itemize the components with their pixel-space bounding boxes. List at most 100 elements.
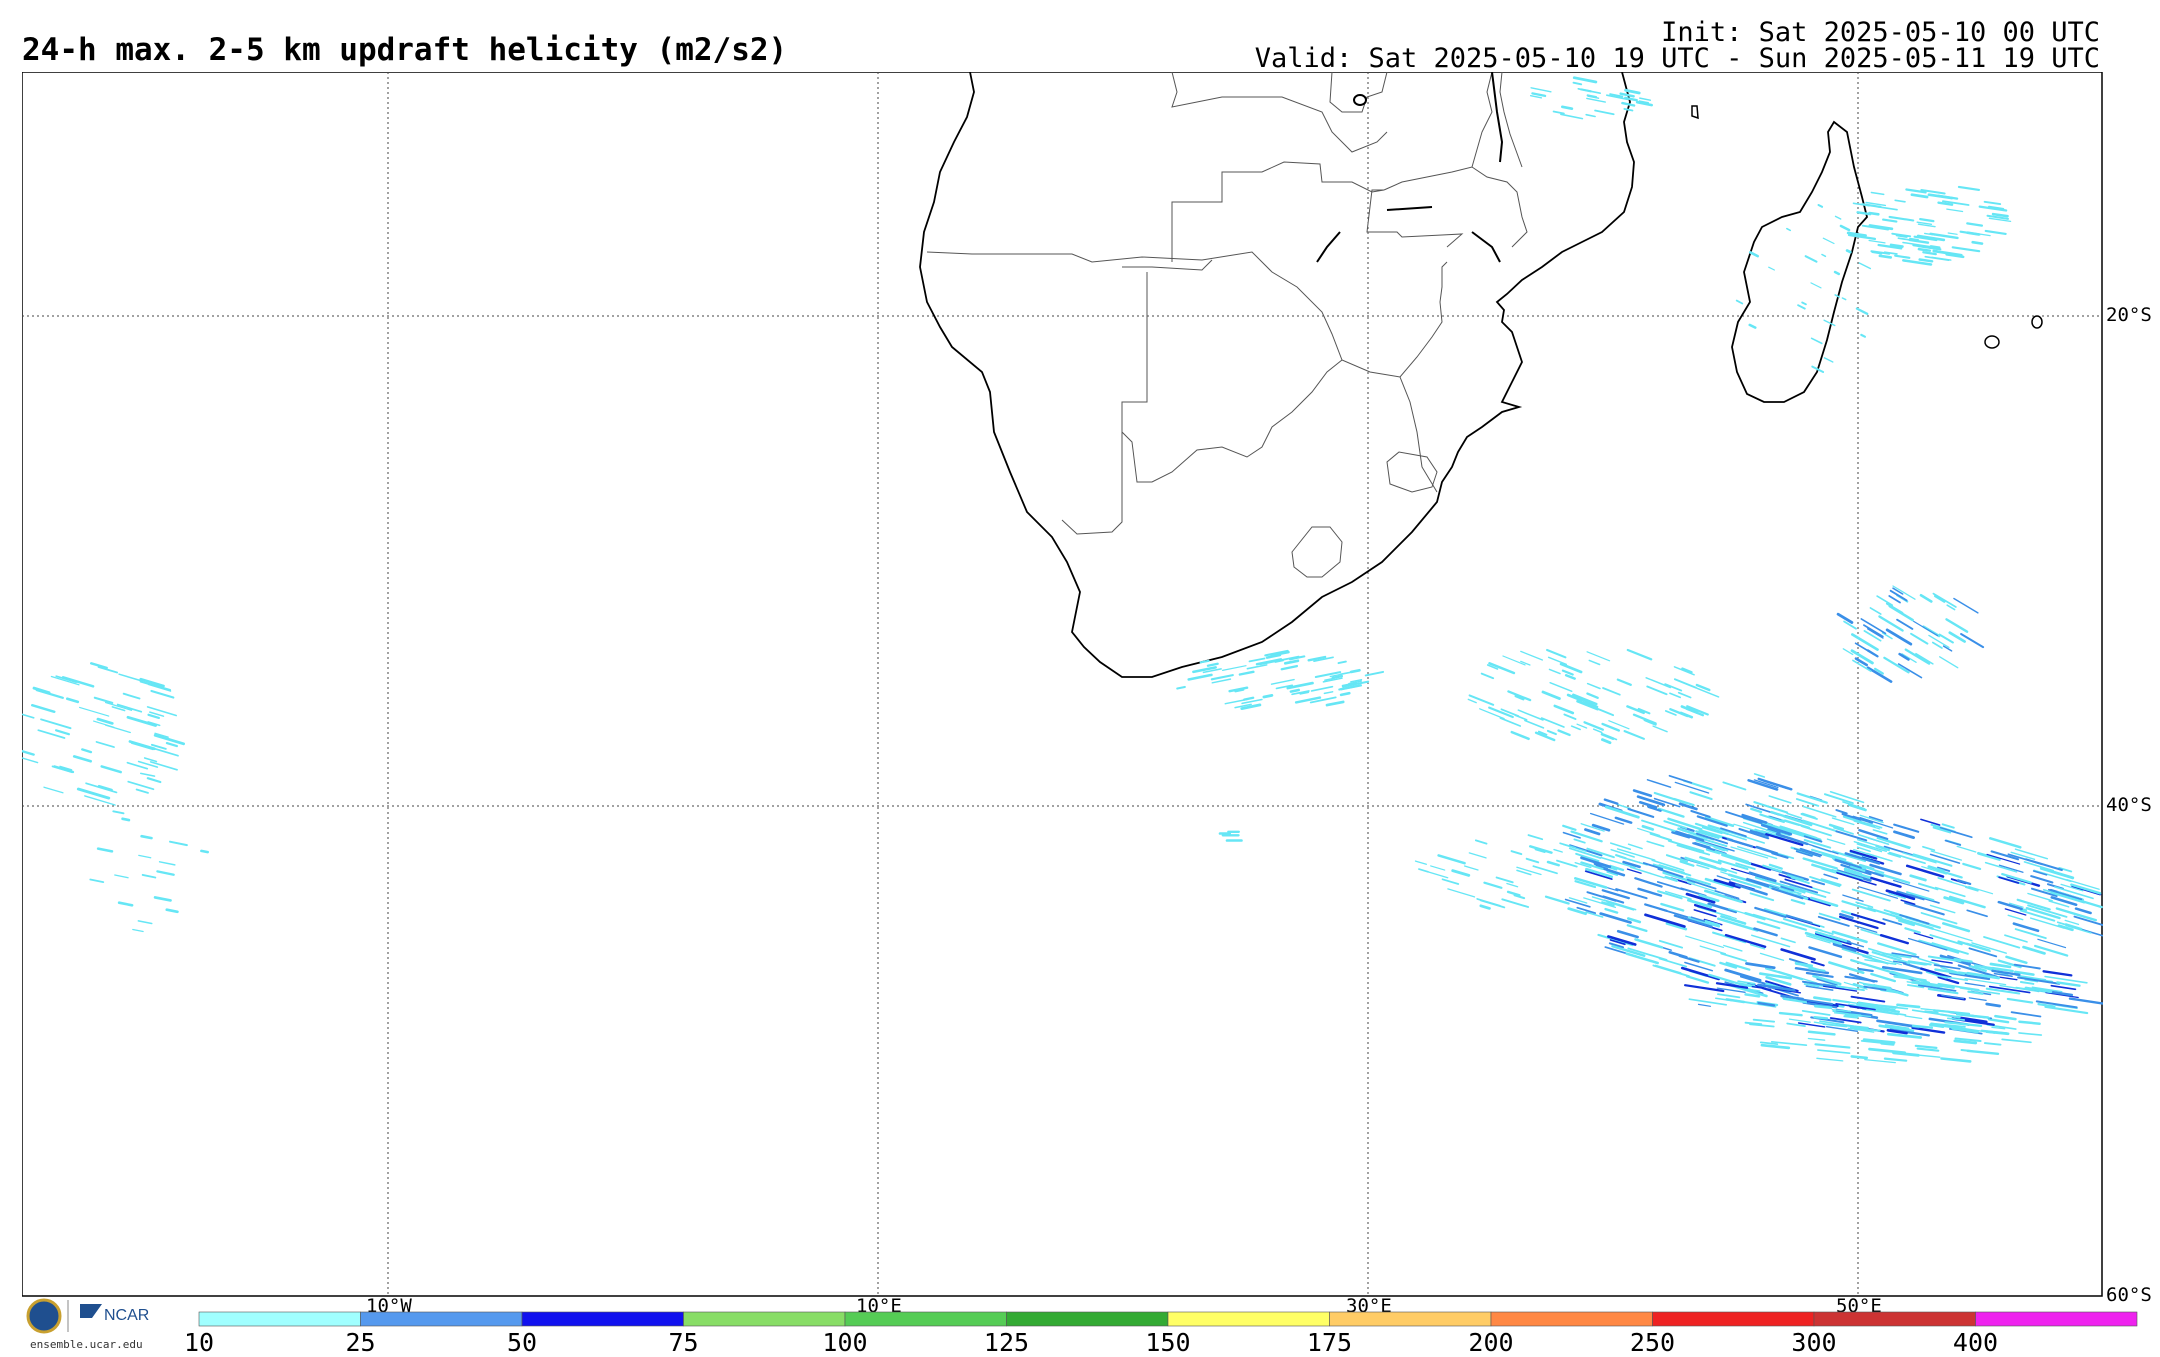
helicity-streak xyxy=(137,920,153,925)
helicity-streak xyxy=(1274,650,1290,656)
helicity-streak xyxy=(1657,807,1685,818)
helicity-streak xyxy=(1583,897,1617,909)
helicity-streak xyxy=(1834,215,1842,220)
helicity-streak xyxy=(1795,798,1820,807)
helicity-streak xyxy=(1310,685,1334,692)
helicity-streak xyxy=(1500,708,1520,717)
helicity-streak xyxy=(2029,917,2065,929)
helicity-streak xyxy=(1873,667,1884,675)
helicity-streak xyxy=(1765,833,1804,847)
helicity-streak xyxy=(1537,730,1548,736)
helicity-streak xyxy=(95,741,115,748)
helicity-streak xyxy=(2007,853,2043,866)
helicity-streak xyxy=(1488,662,1516,675)
helicity-streak xyxy=(1576,699,1599,711)
helicity-streak xyxy=(1479,904,1491,910)
helicity-streak xyxy=(1836,612,1854,624)
colorbar-label: 50 xyxy=(506,1328,538,1357)
helicity-streak xyxy=(1723,944,1743,952)
colorbar-swatch xyxy=(198,1311,361,1327)
helicity-streak xyxy=(1674,781,1710,794)
helicity-streak xyxy=(1506,890,1521,897)
helicity-streak xyxy=(1562,824,1577,831)
helicity-streak xyxy=(1560,113,1584,120)
helicity-streak xyxy=(1937,201,1954,206)
helicity-streak xyxy=(1784,878,1813,889)
helicity-streak xyxy=(1289,688,1300,693)
helicity-streak xyxy=(146,706,177,717)
helicity-streak xyxy=(84,795,116,806)
helicity-streak xyxy=(1707,902,1738,914)
helicity-streak xyxy=(1997,900,2023,911)
helicity-streak xyxy=(165,908,179,914)
helicity-streak xyxy=(1983,200,2002,206)
helicity-streak xyxy=(96,717,114,725)
helicity-streak xyxy=(1892,960,1907,964)
helicity-streak xyxy=(1525,857,1540,864)
helicity-streak xyxy=(1192,666,1217,674)
helicity-streak xyxy=(1480,672,1495,680)
helicity-streak xyxy=(1642,862,1664,870)
helicity-streak xyxy=(1831,1009,1852,1013)
helicity-streak xyxy=(1860,333,1867,338)
helicity-streak xyxy=(1586,847,1615,859)
helicity-streak xyxy=(147,713,160,720)
helicity-streak xyxy=(1823,319,1836,327)
helicity-streak xyxy=(76,787,111,800)
helicity-streak xyxy=(1241,698,1263,705)
helicity-streak xyxy=(1891,952,1920,958)
helicity-streak xyxy=(1983,1042,2002,1046)
helicity-streak xyxy=(1556,859,1578,868)
helicity-streak xyxy=(1735,862,1756,870)
helicity-streak xyxy=(1863,624,1884,638)
helicity-streak xyxy=(1864,958,1897,966)
helicity-streak xyxy=(140,834,153,840)
colorbar-label: 75 xyxy=(668,1328,699,1357)
helicity-streak xyxy=(1724,968,1762,982)
helicity-streak xyxy=(1629,866,1665,879)
helicity-streak xyxy=(1966,231,1980,236)
helicity-streak xyxy=(1615,888,1648,900)
helicity-streak xyxy=(1933,928,1973,942)
helicity-streak xyxy=(1589,812,1625,825)
helicity-streak xyxy=(1572,81,1583,86)
helicity-streak xyxy=(118,673,143,682)
helicity-streak xyxy=(1754,906,1787,919)
colorbar-label: 200 xyxy=(1468,1328,1514,1357)
colorbar-swatch xyxy=(683,1311,846,1327)
helicity-streak xyxy=(1841,813,1862,821)
helicity-streak xyxy=(1601,738,1612,745)
helicity-streak xyxy=(1794,962,1814,968)
colorbar-swatch xyxy=(1652,1311,1815,1327)
helicity-streak xyxy=(1447,888,1476,898)
helicity-streak xyxy=(1927,193,1954,200)
helicity-streak xyxy=(1970,1015,1991,1019)
helicity-streak xyxy=(1341,682,1358,688)
lon-tick-10e: 10°E xyxy=(856,1295,902,1317)
helicity-streak xyxy=(1779,880,1819,894)
helicity-streak xyxy=(1678,802,1698,811)
helicity-streak xyxy=(200,849,209,854)
helicity-streak xyxy=(1811,365,1825,373)
helicity-streak xyxy=(72,755,92,763)
helicity-streak xyxy=(1255,658,1283,666)
helicity-streak xyxy=(1816,1057,1844,1062)
helicity-streak xyxy=(1566,693,1584,702)
helicity-streak xyxy=(1904,648,1931,665)
helicity-streak xyxy=(1632,789,1653,798)
helicity-streak xyxy=(1986,214,2009,220)
helicity-streak xyxy=(1938,656,1959,669)
helicity-streak xyxy=(1583,721,1605,731)
helicity-streak xyxy=(1816,978,1838,986)
helicity-streak xyxy=(1574,880,1597,889)
helicity-streak xyxy=(1479,708,1505,720)
helicity-streak xyxy=(1895,916,1934,930)
helicity-streak xyxy=(1789,885,1827,898)
helicity-streak xyxy=(1715,997,1734,1002)
lakes xyxy=(1316,72,1504,263)
helicity-streak xyxy=(1609,939,1626,946)
helicity-streak xyxy=(1588,659,1601,666)
helicity-streak xyxy=(1580,861,1593,866)
helicity-streak xyxy=(1920,967,1952,979)
helicity-streak xyxy=(1884,1024,1910,1030)
